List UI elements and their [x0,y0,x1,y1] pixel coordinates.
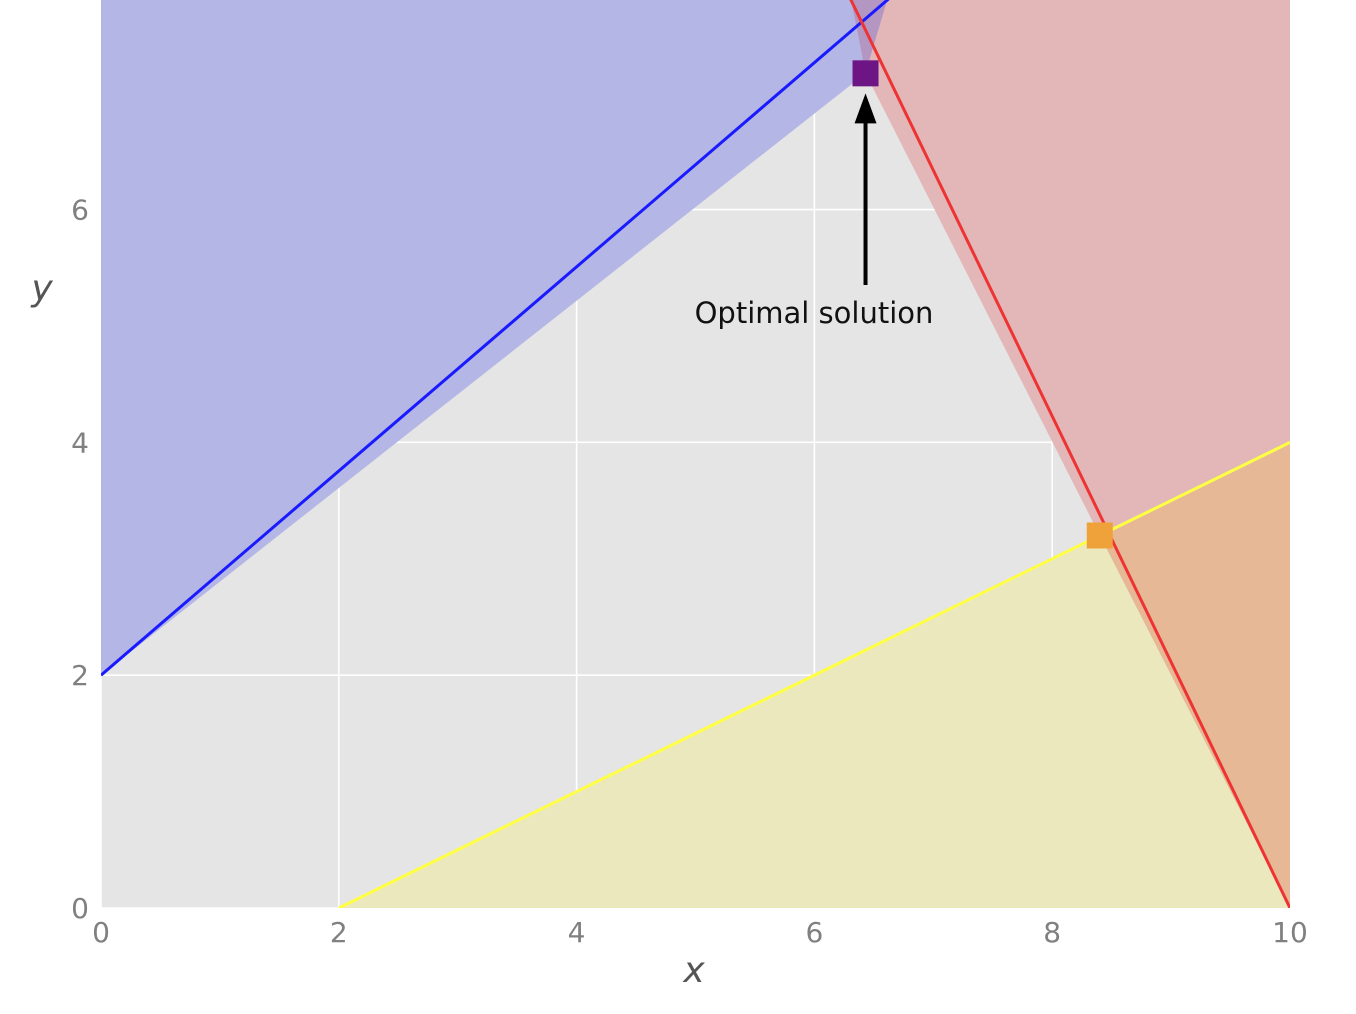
solution-marker-2 [1086,522,1113,549]
y-tick-label: 6 [71,194,89,227]
constraint-line-3 [338,441,1290,908]
x-tick-label: 10 [1272,916,1308,949]
y-axis-label: y [30,268,53,309]
annotation-text: Optimal solution [695,296,934,330]
x-tick-label: 8 [1043,916,1061,949]
solution-marker-1 [852,60,879,87]
x-tick-label: 0 [92,916,110,949]
constraint-line-2 [849,0,1290,908]
x-tick-label: 4 [568,916,586,949]
y-tick-label: 4 [71,426,89,459]
constraint-line-1 [101,0,890,677]
red-yellow-overlap-region [1099,442,1290,908]
x-axis-label: x [682,950,705,991]
y-tick-label: 2 [71,659,89,692]
tick-labels: 0 2 4 6 8 10 0 2 4 6 [71,194,1308,949]
x-tick-label: 6 [805,916,823,949]
x-tick-label: 2 [330,916,348,949]
y-tick-label: 0 [71,892,89,925]
yellow-constraint-region [338,535,1290,908]
annotation-arrow-head [854,93,877,124]
plot-area: Optimal solution [101,0,1290,908]
blue-constraint-region [101,0,866,676]
red-constraint-region [865,0,1290,536]
